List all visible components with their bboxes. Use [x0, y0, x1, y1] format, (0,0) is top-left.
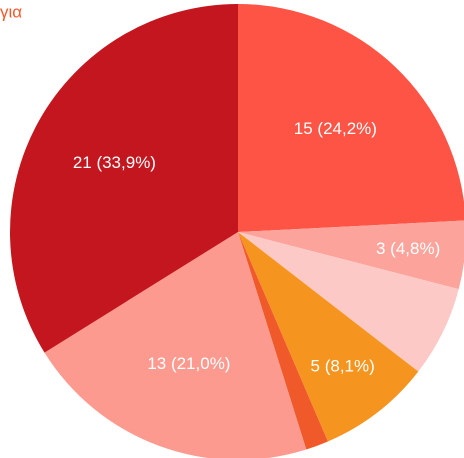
chart-title: για	[0, 2, 22, 21]
slice-label: 21 (33,9%)	[73, 153, 156, 172]
pie-slice	[10, 4, 238, 353]
pie-slice	[238, 4, 464, 232]
pie-slice	[44, 232, 307, 458]
pie-slice	[238, 232, 419, 442]
pie-slice	[238, 232, 328, 450]
slice-label: 5 (8,1%)	[311, 357, 375, 376]
pie-slice	[238, 220, 464, 290]
slice-label: 15 (24,2%)	[294, 119, 377, 138]
pie-slice	[238, 232, 459, 372]
slice-label: 3 (4,8%)	[376, 239, 440, 258]
slice-label: 13 (21,0%)	[147, 354, 230, 373]
